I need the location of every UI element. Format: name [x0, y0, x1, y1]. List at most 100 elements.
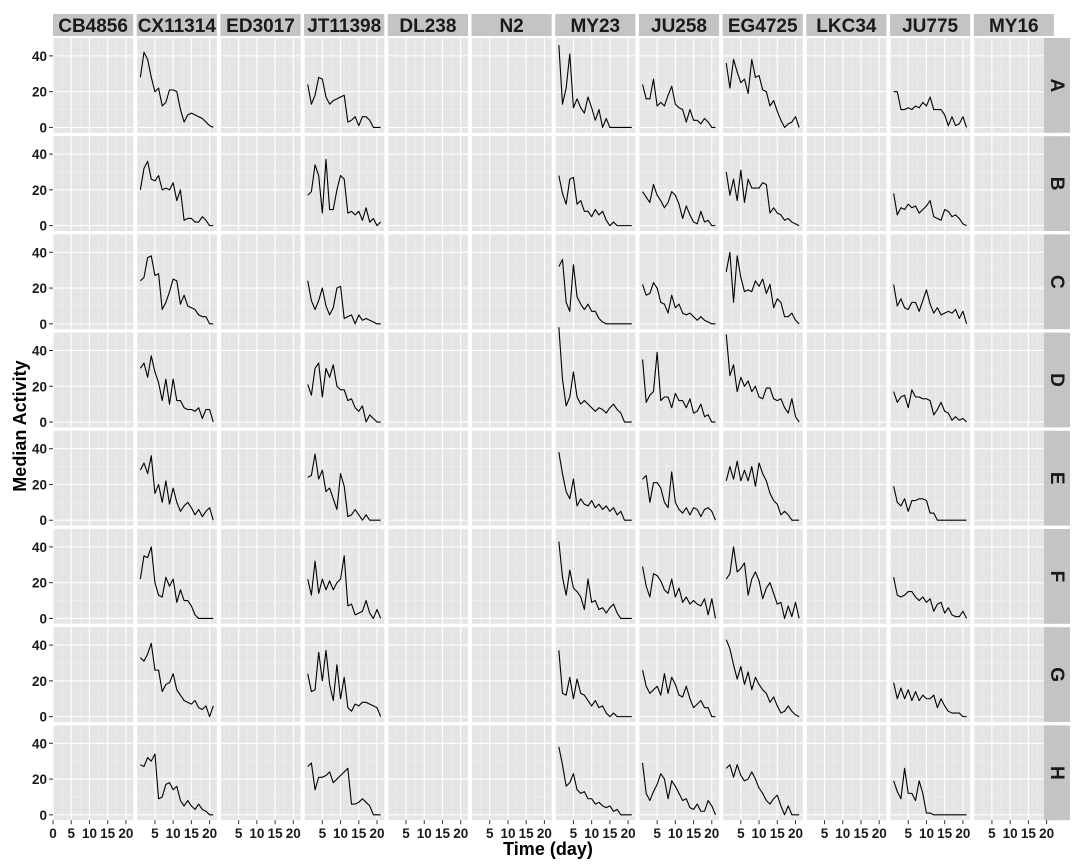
- strip-background: [304, 14, 385, 36]
- x-tick-label: 15: [268, 826, 284, 841]
- series-line-EG4725-A: [725, 58, 800, 128]
- panel-background: [555, 430, 636, 526]
- panel-background: [973, 430, 1054, 526]
- series-line-EG4725-E: [725, 460, 800, 521]
- series-line-CX11314-G: [139, 642, 214, 718]
- x-tick-label: 15: [351, 826, 367, 841]
- strip-background: [555, 14, 636, 36]
- x-axis-title: Time (day): [503, 839, 593, 859]
- panel-background: [973, 136, 1054, 231]
- panel-LKC34-F: [805, 528, 887, 624]
- series-line-JT11398-G: [307, 649, 382, 717]
- panel-DL238-B: [387, 135, 468, 231]
- panel-JU258-D: [638, 332, 720, 428]
- y-tick-label: 20: [32, 183, 47, 198]
- panel-background: [806, 234, 887, 330]
- strip-label: B: [1046, 177, 1067, 191]
- y-axis: 0 20 40 0 20 40 0 20 40 0 20 40 0 20 40 0 20 40 0 20 40 0 20 40: [32, 49, 53, 823]
- panel-MY16-A: [973, 37, 1054, 133]
- series-line-JT11398-A: [307, 76, 381, 128]
- x-tick-label: 5: [653, 826, 661, 841]
- panel-background: [722, 234, 803, 330]
- panel-background: [136, 136, 217, 231]
- series-line-JU258-C: [642, 282, 716, 325]
- panel-background: [53, 627, 134, 722]
- series-line-JT11398-H: [307, 762, 381, 816]
- x-tick-label: 10: [752, 826, 767, 841]
- panel-N2-F: [470, 528, 552, 624]
- panel-JU258-B: [638, 135, 720, 231]
- panel-CB4856-A: [52, 37, 134, 133]
- strip-label: EG4725: [728, 16, 798, 37]
- series-line-JT11398-B: [307, 158, 382, 227]
- y-tick-label: 0: [39, 120, 47, 135]
- panel-background: [304, 725, 385, 821]
- panel-background: [638, 332, 720, 428]
- panel-DL238-A: [387, 37, 468, 133]
- panel-N2-D: [470, 332, 552, 428]
- x-tick-label: 10: [82, 826, 97, 841]
- panel-background: [387, 627, 468, 722]
- x-tick-label: 20: [1039, 826, 1054, 841]
- panel-CB4856-G: [52, 626, 134, 722]
- strip-background: [1044, 332, 1070, 428]
- series-line-CX11314-E: [139, 455, 214, 521]
- panel-background: [890, 725, 971, 821]
- panel-background: [806, 430, 887, 526]
- y-tick-label: 40: [32, 638, 47, 653]
- panel-ED3017-C: [219, 234, 301, 330]
- panel-EG4725-B: [722, 135, 803, 231]
- panel-background: [722, 332, 803, 428]
- series-line-JU258-G: [642, 670, 716, 718]
- panel-background: [555, 332, 636, 428]
- panel-EG4725-H: [722, 725, 803, 821]
- y-tick-label: 0: [39, 415, 47, 430]
- x-tick-label: 10: [166, 826, 181, 841]
- series-line-JU775-E: [893, 486, 967, 521]
- series-line-EG4725-B: [725, 169, 800, 227]
- y-tick-label: 0: [39, 317, 47, 332]
- x-tick-label: 20: [537, 826, 552, 841]
- panel-JU775-C: [889, 234, 971, 330]
- series-line-EG4725-G: [725, 639, 800, 718]
- panel-background: [387, 725, 468, 821]
- strip-JU775: JU775: [890, 14, 971, 37]
- strip-label: JU258: [651, 16, 707, 37]
- panel-background: [471, 136, 552, 231]
- panel-MY23-C: [554, 234, 636, 330]
- strip-background: [387, 14, 468, 36]
- panel-background: [555, 627, 636, 722]
- panel-background: [722, 627, 803, 722]
- panel-LKC34-D: [805, 332, 887, 428]
- panel-background: [806, 136, 887, 231]
- strip-label: E: [1046, 472, 1067, 485]
- panel-background: [638, 725, 720, 821]
- strip-label: CX11314: [138, 16, 217, 37]
- strip-background: [53, 14, 134, 36]
- y-tick-label: 40: [32, 540, 47, 555]
- panel-JU775-B: [889, 135, 971, 231]
- panel-N2-H: [470, 725, 552, 821]
- panel-DL238-C: [387, 234, 468, 330]
- panel-CX11314-D: [136, 332, 217, 428]
- panel-background: [304, 38, 385, 133]
- strip-background: [722, 14, 803, 36]
- panel-ED3017-F: [219, 528, 301, 624]
- panel-background: [220, 627, 301, 722]
- panel-background: [638, 529, 720, 624]
- panel-background: [304, 430, 385, 526]
- x-tick-label: 15: [686, 826, 702, 841]
- strip-JU258: JU258: [638, 14, 720, 37]
- panel-ED3017-A: [219, 37, 301, 133]
- panel-background: [471, 529, 552, 624]
- panel-CB4856-C: [52, 234, 134, 330]
- panel-background: [890, 529, 971, 624]
- facet-panels: [52, 37, 1054, 821]
- y-tick-label: 20: [32, 772, 47, 787]
- strip-background: [806, 14, 887, 36]
- panel-CB4856-D: [52, 332, 134, 428]
- strip-label: DL238: [399, 16, 456, 37]
- panel-MY23-E: [554, 430, 636, 526]
- panel-N2-A: [470, 37, 552, 133]
- panel-DL238-F: [387, 528, 468, 624]
